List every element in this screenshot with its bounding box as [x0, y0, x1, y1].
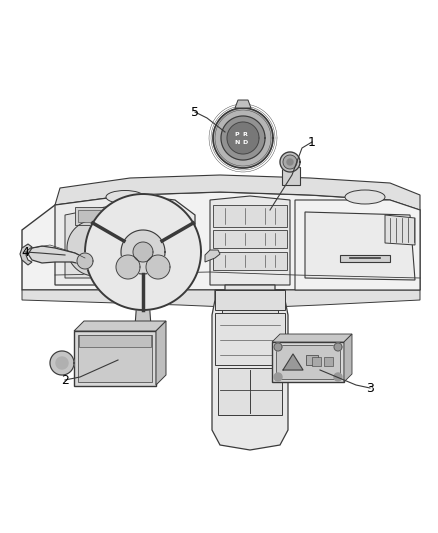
- Bar: [213, 205, 287, 227]
- Polygon shape: [344, 334, 352, 382]
- Polygon shape: [74, 321, 166, 331]
- Polygon shape: [55, 195, 195, 285]
- Polygon shape: [385, 215, 415, 245]
- Bar: [79, 335, 151, 347]
- Bar: [213, 230, 287, 248]
- Text: D: D: [242, 141, 247, 146]
- Text: P: P: [235, 132, 239, 136]
- Polygon shape: [212, 290, 288, 450]
- Polygon shape: [156, 321, 166, 385]
- Polygon shape: [334, 343, 342, 351]
- Polygon shape: [283, 155, 297, 169]
- Bar: [228, 393, 272, 413]
- Polygon shape: [280, 152, 300, 172]
- Polygon shape: [287, 159, 293, 165]
- Bar: [276, 345, 340, 379]
- Bar: [213, 252, 287, 270]
- Polygon shape: [235, 100, 251, 108]
- Polygon shape: [215, 313, 285, 365]
- Text: 4: 4: [21, 246, 29, 259]
- Polygon shape: [22, 192, 420, 290]
- Polygon shape: [340, 255, 390, 262]
- Polygon shape: [131, 226, 179, 274]
- Bar: [312, 357, 321, 366]
- Bar: [74, 331, 156, 386]
- Polygon shape: [20, 244, 32, 265]
- Bar: [75, 207, 125, 225]
- Text: 1: 1: [308, 135, 316, 149]
- Polygon shape: [116, 255, 140, 279]
- Polygon shape: [22, 290, 420, 308]
- Bar: [324, 357, 333, 366]
- Text: 2: 2: [61, 374, 69, 386]
- Bar: [228, 370, 272, 390]
- Ellipse shape: [345, 190, 385, 204]
- Polygon shape: [56, 357, 68, 369]
- Polygon shape: [274, 343, 282, 351]
- Polygon shape: [220, 285, 280, 435]
- Polygon shape: [221, 116, 265, 160]
- Polygon shape: [133, 242, 153, 262]
- Polygon shape: [50, 351, 74, 375]
- Polygon shape: [205, 250, 220, 262]
- Bar: [78, 335, 152, 382]
- Polygon shape: [213, 108, 273, 168]
- Polygon shape: [218, 368, 282, 415]
- Text: 3: 3: [366, 382, 374, 394]
- Polygon shape: [305, 212, 415, 280]
- Polygon shape: [85, 194, 201, 310]
- Bar: [272, 342, 344, 382]
- Polygon shape: [283, 354, 303, 370]
- Polygon shape: [210, 196, 290, 285]
- Polygon shape: [274, 373, 282, 381]
- Polygon shape: [65, 203, 185, 278]
- Polygon shape: [146, 255, 170, 279]
- Polygon shape: [67, 220, 123, 276]
- Polygon shape: [121, 230, 165, 274]
- Polygon shape: [77, 253, 93, 269]
- Polygon shape: [334, 373, 342, 381]
- Polygon shape: [295, 200, 420, 290]
- Text: 5: 5: [191, 106, 199, 118]
- Bar: [78, 210, 122, 222]
- Text: N: N: [234, 141, 240, 146]
- Bar: [306, 355, 318, 365]
- Bar: [282, 167, 300, 185]
- Polygon shape: [28, 246, 85, 265]
- Polygon shape: [134, 285, 152, 340]
- Polygon shape: [227, 122, 259, 154]
- Text: R: R: [243, 132, 247, 136]
- Polygon shape: [55, 175, 420, 210]
- Polygon shape: [272, 334, 352, 342]
- Polygon shape: [215, 290, 285, 310]
- Polygon shape: [222, 305, 278, 360]
- Ellipse shape: [106, 190, 144, 204]
